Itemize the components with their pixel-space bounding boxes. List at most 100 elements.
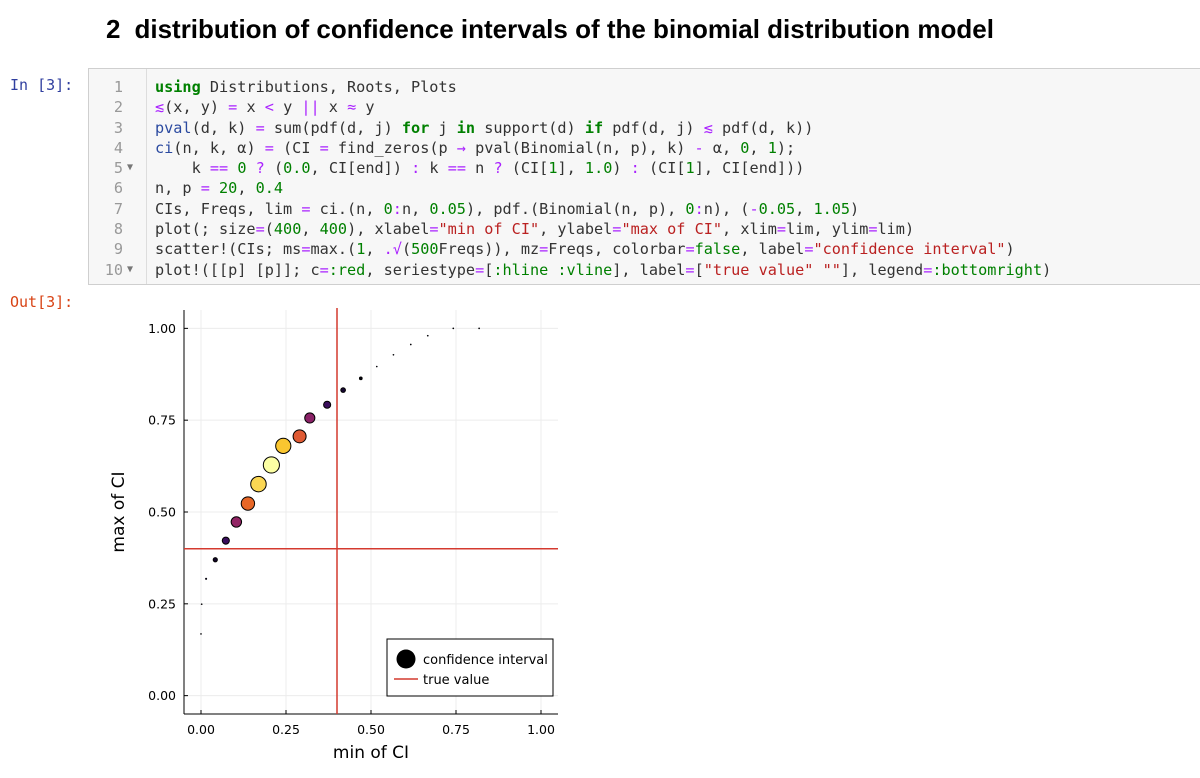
fold-arrow-icon[interactable]: ▼ [127,263,134,275]
data-point [375,365,378,368]
code-token: "true value" [703,260,814,279]
code-token: j [429,118,457,137]
code-token: k [155,159,210,178]
data-point [409,343,412,346]
code-token: : [630,159,640,178]
code-token: n, p [155,179,201,198]
code-token: 0.4 [255,179,284,198]
code-token: CIs, Freqs, lim [155,199,302,218]
legend-box [386,638,554,697]
code-line[interactable]: 8 plot(; size=(400, 400), xlabel="min of … [89,219,1200,239]
code-token: y [356,98,375,117]
code-text: using Distributions, Roots, Plots [155,77,457,97]
code-token: Freqs, colorbar [548,240,686,259]
code-editor[interactable]: 1 using Distributions, Roots, Plots 2 ≲(x, … [89,77,1200,280]
axes [183,310,558,715]
code-line[interactable]: 3 pval(d, k) = sum(pdf(d, j) for j in sup… [89,118,1200,138]
code-token: , [301,220,320,239]
code-token: find_zeros(p [328,138,457,157]
code-token: n [466,159,494,178]
code-token: support(d) [475,118,585,137]
code-line[interactable]: 4 ci(n, k, α) = (CI = find_zeros(p → pval… [89,138,1200,158]
code-text: ci(n, k, α) = (CI = find_zeros(p → pval(… [155,138,795,158]
data-point [478,327,480,330]
code-token: ( [401,240,412,259]
x-axis-label: min of CI [333,743,409,763]
code-line[interactable]: 10 ▼ plot!([[p] [p]]; c=:red, seriestype=[… [89,260,1200,280]
code-token: , label [740,240,805,259]
code-token: 500 [411,240,439,259]
code-token: 1.0 [584,159,613,178]
code-token: = [776,220,787,239]
code-token: false [694,240,741,259]
code-token [210,179,219,197]
code-token: , [795,199,814,218]
code-token: < [264,98,274,117]
code-token: x [237,98,265,117]
line-number: 1 [113,78,123,96]
code-token: ? [493,159,503,178]
data-point [358,376,363,381]
code-token: ), pdf.(Binomial(n, p), [465,199,686,218]
code-token: == [209,159,229,178]
code-line[interactable]: 7 CIs, Freqs, lim = ci.(n, 0:n, 0.05), pd… [89,199,1200,219]
grid-lines [184,310,558,714]
code-token: [ [694,260,704,279]
legend-marker-confidence-interval [396,649,416,669]
code-token: , ylabel [539,220,613,239]
code-cell[interactable]: 1 using Distributions, Roots, Plots 2 ≲(x, … [88,68,1200,285]
code-token: : [411,159,421,178]
code-token: 1 [767,138,777,157]
code-token [813,261,822,279]
code-token: = [255,118,265,137]
code-token: 1.05 [813,199,851,218]
data-point [292,429,307,444]
x-tick-label: 0.00 [187,722,215,737]
code-token: 1 [356,240,366,259]
code-token: "max of CI" [621,220,723,239]
code-token: , [365,240,384,259]
code-token: in [456,118,476,137]
data-points [200,327,480,635]
fold-arrow-icon[interactable]: ▼ [127,162,134,174]
data-point [230,516,243,528]
code-token: sum(pdf(d, j) [264,118,402,137]
code-token: → [456,138,466,157]
data-point [200,603,203,606]
data-point [212,557,218,563]
code-line[interactable]: 5 ▼ k == 0 ? (0.0, CI[end]) : k == n ? (C… [89,158,1200,178]
code-token: = [868,220,878,239]
data-point [323,400,332,409]
code-token: 1 [548,159,558,178]
code-token: ], label [612,260,686,279]
code-token: :red [328,260,366,279]
code-token: Distributions, Roots, Plots [200,78,457,96]
data-point [200,633,202,635]
data-point [240,496,256,511]
code-token: "" [822,260,841,279]
code-token: = [685,260,695,279]
line-number: 4 [113,138,123,157]
code-token: "min of CI" [438,220,540,239]
code-token: (CI [273,138,320,157]
code-text: k == 0 ? (0.0, CI[end]) : k == n ? (CI[1… [155,158,805,178]
code-token: ], CI[end])) [694,159,805,178]
code-token: = [319,260,329,279]
output-prompt: Out[3]: [10,293,74,311]
code-token: n), ( [703,199,750,218]
code-token: ); [776,138,796,157]
code-line[interactable]: 6 n, p = 20, 0.4 [89,178,1200,198]
code-token: 0 [237,159,247,178]
code-token: 0.05 [429,199,466,218]
code-token: max.( [310,240,357,259]
code-token: , seriestype [365,260,476,279]
code-line[interactable]: 1 using Distributions, Roots, Plots [89,77,1200,97]
code-line[interactable]: 9 scatter!(CIs; ms=max.(1, .√(500Freqs)),… [89,239,1200,259]
code-token: (CI[ [502,159,549,178]
legend-label-confidence-interval: confidence interval [423,653,548,668]
code-token: ( [264,159,284,178]
code-token: pval [155,118,192,137]
code-line[interactable]: 2 ≲(x, y) = x < y || x ≈ y [89,97,1200,117]
code-token: n, [401,199,430,218]
code-token: = [612,220,622,239]
